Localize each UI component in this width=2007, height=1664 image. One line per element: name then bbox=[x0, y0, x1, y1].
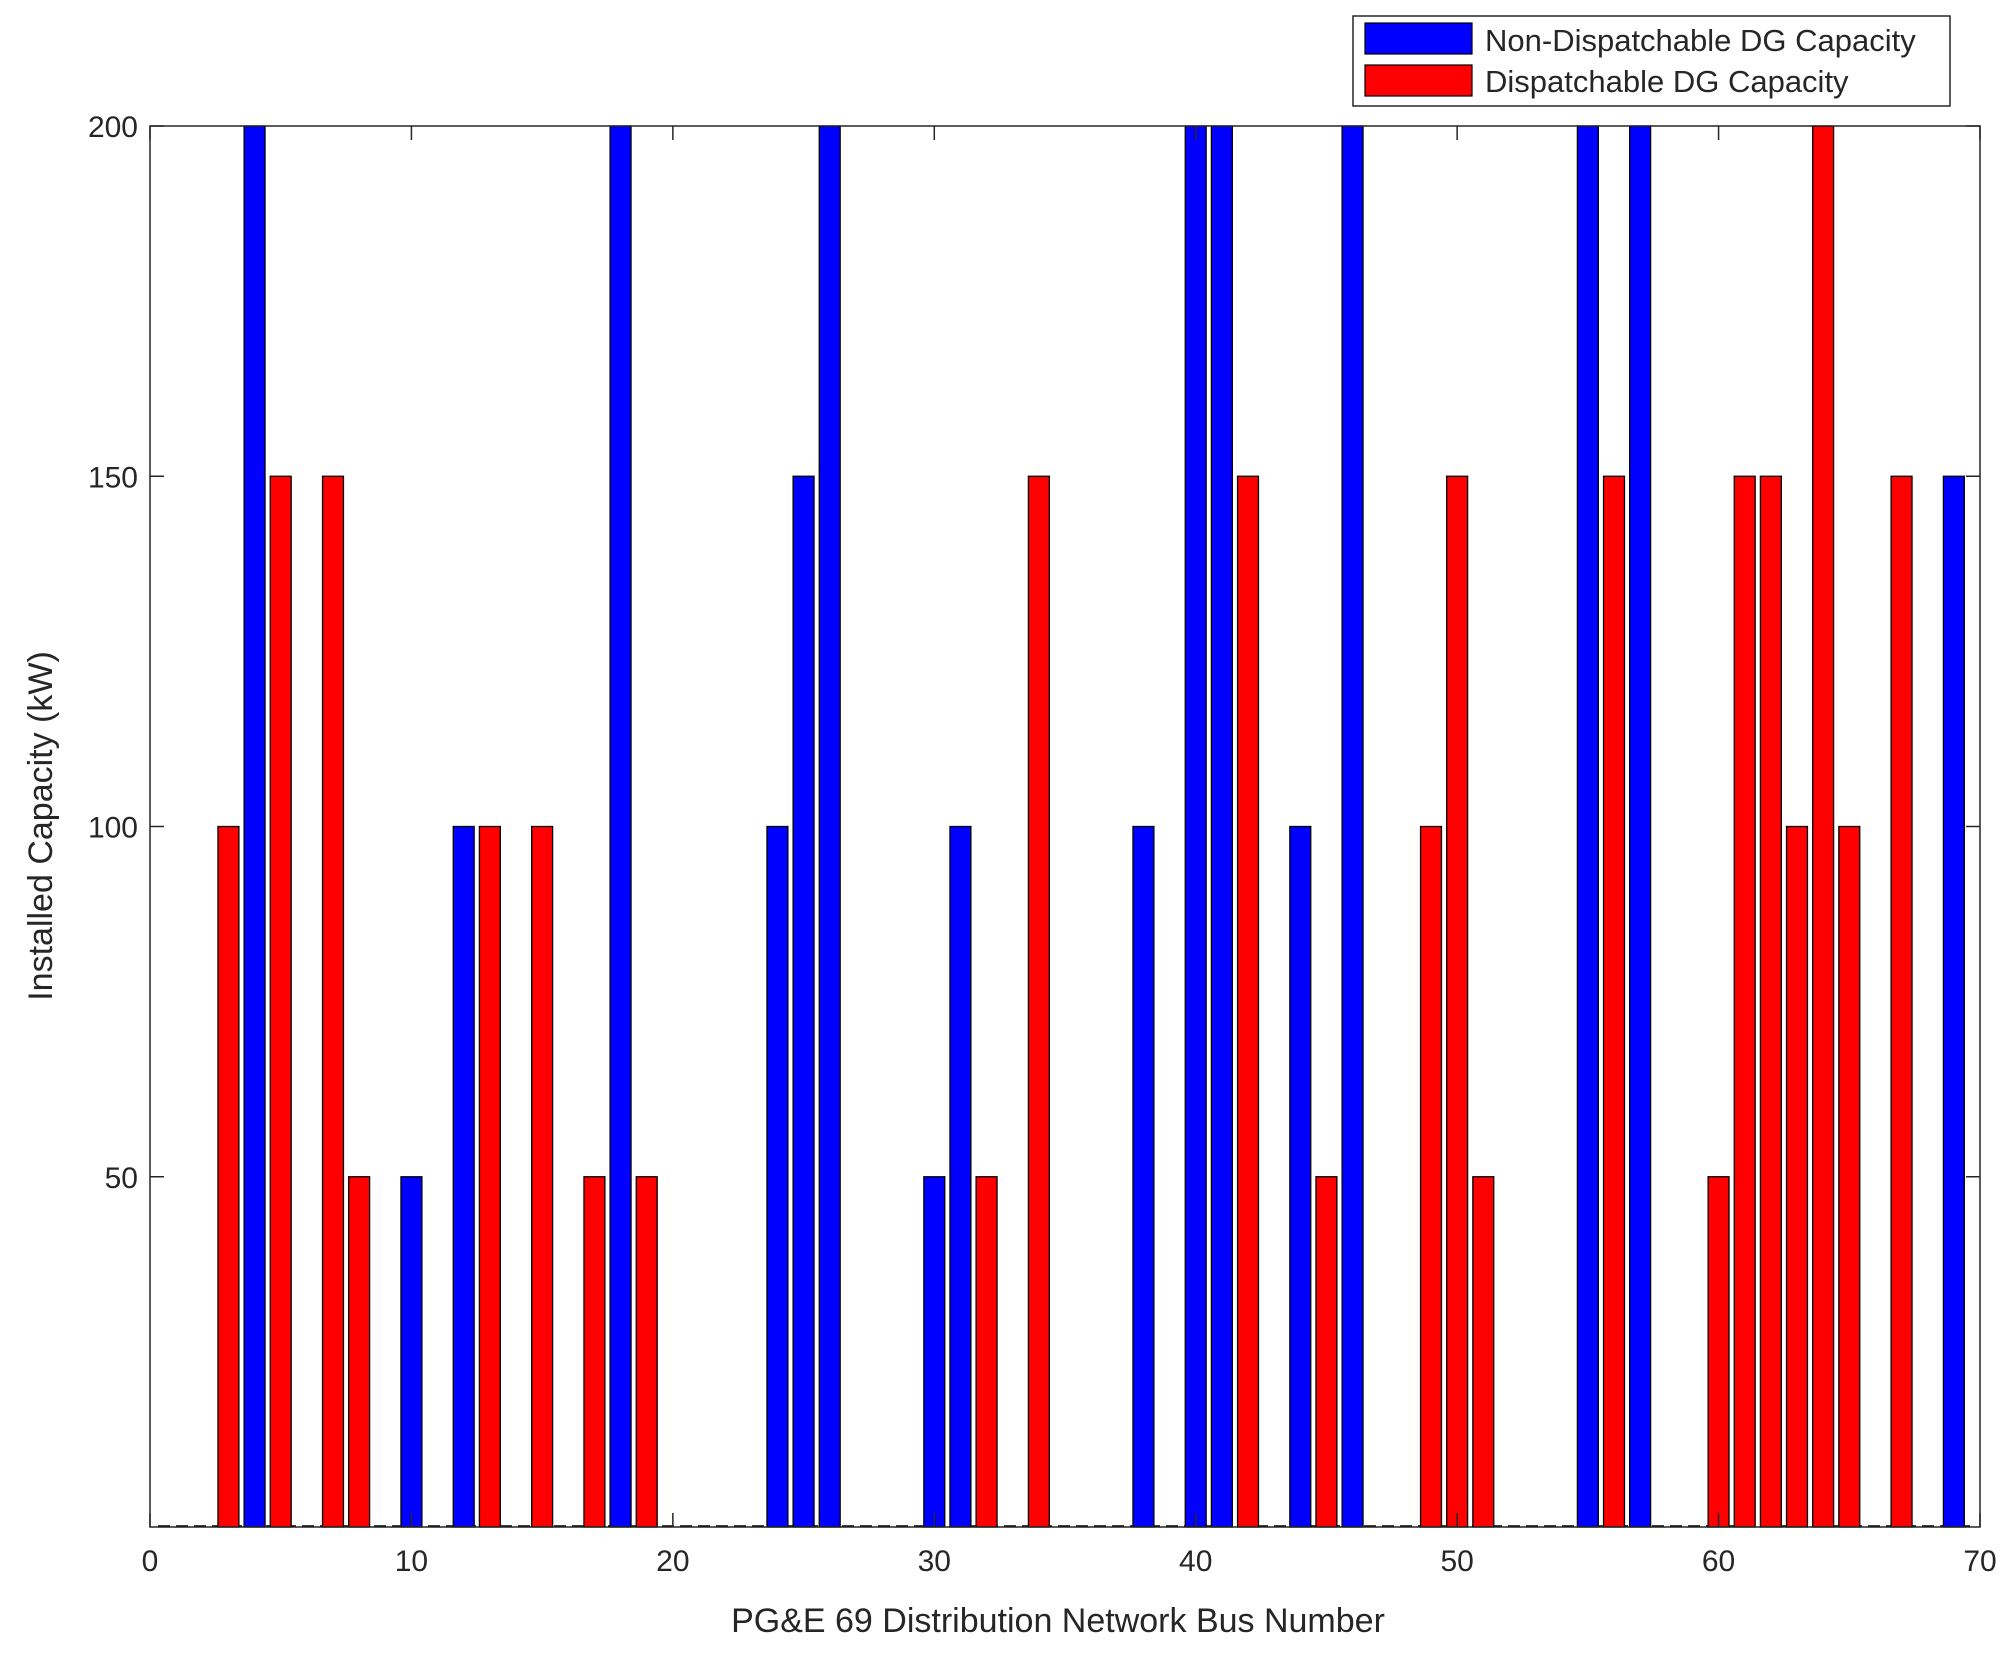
bar-dispatchable-bus-49 bbox=[1419, 825, 1443, 1528]
legend-swatch-dispatchable bbox=[1364, 64, 1473, 97]
bar-non-dispatchable-bus-30 bbox=[923, 1176, 946, 1528]
bar-dispatchable-bus-62 bbox=[1759, 475, 1782, 1528]
legend-label-dispatchable: Dispatchable DG Capacity bbox=[1485, 64, 1849, 99]
bar-non-dispatchable-bus-24 bbox=[766, 825, 789, 1528]
bar-dispatchable-bus-51 bbox=[1472, 1176, 1495, 1528]
bar-non-dispatchable-bus-26 bbox=[818, 125, 841, 1528]
bar-dispatchable-bus-64 bbox=[1812, 125, 1835, 1528]
x-axis-ticks: 0 10 20 30 40 50 60 70 bbox=[142, 126, 1997, 1578]
x-tick-label: 70 bbox=[1963, 1545, 1996, 1578]
bar-dispatchable-bus-32 bbox=[975, 1176, 998, 1528]
y-tick-label: 100 bbox=[88, 812, 138, 845]
bar-non-dispatchable-bus-57 bbox=[1629, 125, 1652, 1528]
bar-non-dispatchable-bus-31 bbox=[949, 825, 972, 1528]
series-0 bbox=[243, 125, 1965, 1528]
bar-dispatchable-bus-50 bbox=[1446, 475, 1469, 1528]
bar-non-dispatchable-bus-4 bbox=[243, 125, 266, 1528]
x-axis-label: PG&E 69 Distribution Network Bus Number bbox=[731, 1602, 1385, 1640]
y-tick-label: 50 bbox=[105, 1162, 138, 1195]
y-tick-label: 200 bbox=[88, 111, 138, 144]
plot-area bbox=[149, 125, 1981, 1528]
bar-dispatchable-bus-7 bbox=[321, 475, 345, 1528]
bar-non-dispatchable-bus-69 bbox=[1942, 475, 1965, 1528]
bar-dispatchable-bus-5 bbox=[269, 475, 292, 1528]
y-axis-label: Installed Capacity (kW) bbox=[22, 651, 60, 1001]
bar-dispatchable-bus-15 bbox=[531, 825, 554, 1528]
bar-dispatchable-bus-34 bbox=[1027, 475, 1050, 1528]
x-tick-label: 40 bbox=[1179, 1545, 1212, 1578]
plot-background bbox=[150, 126, 1980, 1527]
bar-dispatchable-bus-45 bbox=[1315, 1176, 1338, 1528]
x-tick-label: 30 bbox=[918, 1545, 951, 1578]
bar-dispatchable-bus-65 bbox=[1838, 825, 1861, 1528]
y-tick-label: 150 bbox=[88, 461, 138, 494]
bar-non-dispatchable-bus-46 bbox=[1341, 125, 1364, 1528]
bar-non-dispatchable-bus-12 bbox=[452, 825, 475, 1528]
bar-non-dispatchable-bus-40 bbox=[1184, 125, 1207, 1528]
bar-dispatchable-bus-63 bbox=[1785, 825, 1809, 1528]
bar-dispatchable-bus-8 bbox=[348, 1176, 371, 1528]
bar-dispatchable-bus-56 bbox=[1602, 475, 1626, 1528]
bar-non-dispatchable-bus-38 bbox=[1132, 825, 1155, 1528]
legend-swatch-non-dispatchable bbox=[1364, 22, 1473, 55]
x-tick-label: 0 bbox=[142, 1545, 159, 1578]
bar-dispatchable-bus-17 bbox=[583, 1176, 606, 1528]
legend: Non-Dispatchable DG Capacity Dispatchabl… bbox=[1352, 15, 1951, 107]
bar-dispatchable-bus-67 bbox=[1890, 475, 1913, 1528]
x-tick-label: 60 bbox=[1702, 1545, 1735, 1578]
bar-dispatchable-bus-60 bbox=[1707, 1176, 1730, 1528]
bar-dispatchable-bus-42 bbox=[1236, 475, 1260, 1528]
x-tick-label: 20 bbox=[656, 1545, 689, 1578]
y-axis-ticks: 50 100 150 200 bbox=[88, 111, 1980, 1195]
bar-dispatchable-bus-13 bbox=[478, 825, 501, 1528]
bar-non-dispatchable-bus-18 bbox=[609, 125, 632, 1528]
bar-non-dispatchable-bus-25 bbox=[792, 475, 815, 1528]
bar-non-dispatchable-bus-44 bbox=[1289, 825, 1312, 1528]
legend-label-non-dispatchable: Non-Dispatchable DG Capacity bbox=[1485, 23, 1916, 58]
bar-dispatchable-bus-61 bbox=[1733, 475, 1756, 1528]
bar-non-dispatchable-bus-10 bbox=[400, 1176, 423, 1528]
bar-non-dispatchable-bus-41 bbox=[1210, 125, 1233, 1528]
x-tick-label: 10 bbox=[395, 1545, 428, 1578]
bar-non-dispatchable-bus-55 bbox=[1576, 125, 1599, 1528]
bar-dispatchable-bus-19 bbox=[635, 1176, 658, 1528]
x-tick-label: 50 bbox=[1440, 1545, 1473, 1578]
bar-dispatchable-bus-3 bbox=[217, 825, 240, 1528]
